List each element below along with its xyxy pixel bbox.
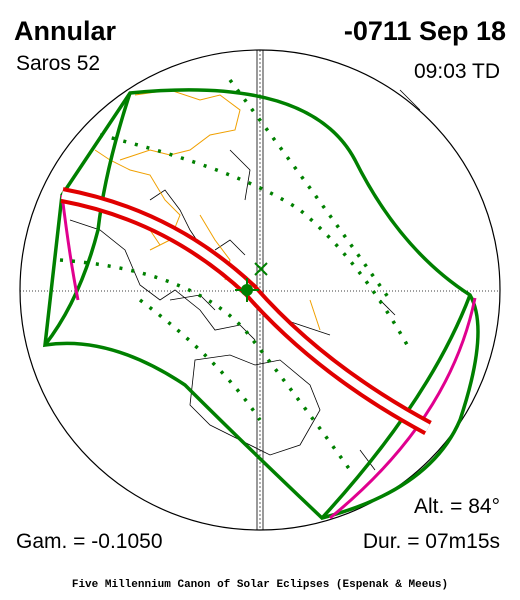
gamma: Gam. = -0.1050 bbox=[16, 530, 163, 553]
saros: Saros 52 bbox=[16, 52, 100, 75]
coastlines bbox=[69, 89, 421, 471]
time: 09:03 TD bbox=[414, 60, 500, 83]
date: -0711 Sep 18 bbox=[344, 16, 506, 46]
altitude: Alt. = 84° bbox=[414, 495, 500, 518]
magnitude-lines bbox=[59, 78, 412, 472]
footer: Five Millennium Canon of Solar Eclipses … bbox=[72, 579, 448, 591]
greatest-eclipse bbox=[235, 262, 268, 302]
duration: Dur. = 07m15s bbox=[363, 530, 500, 553]
central-path bbox=[60, 187, 432, 436]
rise-set-curves bbox=[60, 194, 477, 520]
outer-limits bbox=[43, 88, 480, 520]
eclipse-type: Annular bbox=[14, 16, 116, 46]
